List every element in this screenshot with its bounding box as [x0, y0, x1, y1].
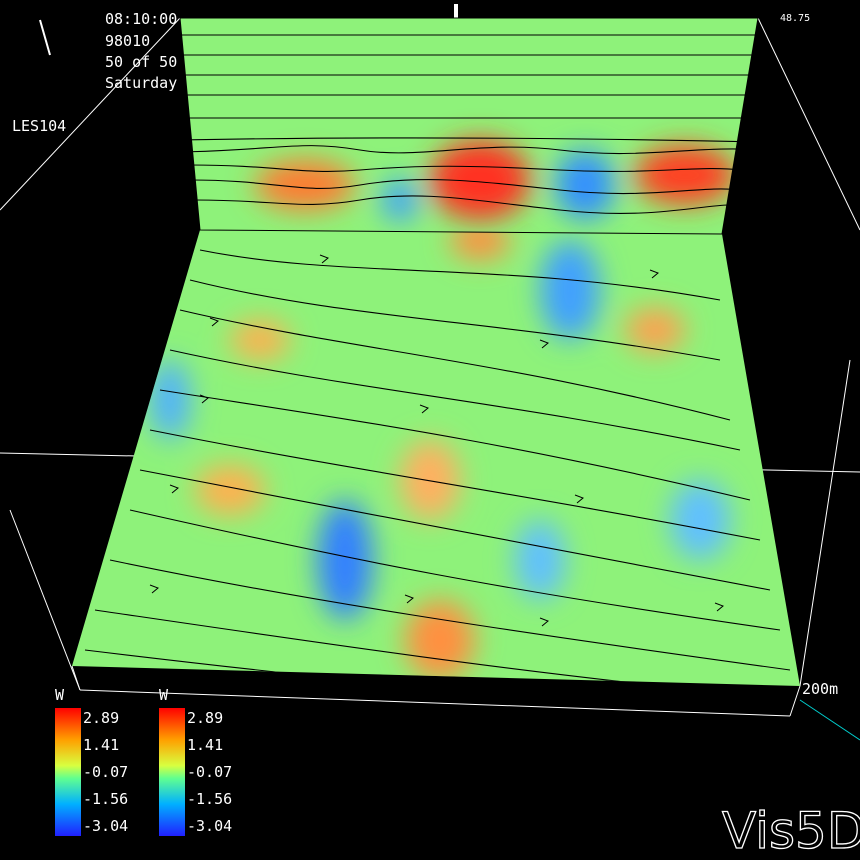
colorbar-tick-label: 2.89	[187, 709, 223, 727]
colorbar-tick-label: -3.04	[187, 817, 232, 835]
colorbar-tick-label: 2.89	[83, 709, 119, 727]
colorbar-tick-label: -1.56	[187, 790, 232, 808]
colorbar-tick-label: 1.41	[83, 736, 119, 754]
colorbar-tick-label: -0.07	[187, 763, 232, 781]
date-label: 98010	[105, 32, 150, 50]
colorbar-tick-label: -3.04	[83, 817, 128, 835]
vertical-slice	[180, 18, 758, 234]
colorbar-tick-label: -0.07	[83, 763, 128, 781]
colorbar-tick-label: 1.41	[187, 736, 223, 754]
dataset-label: LES104	[12, 117, 66, 135]
logo: Vis5D	[722, 802, 860, 860]
time-label: 08:10:00	[105, 10, 177, 28]
colorbars: W 2.89 1.41 -0.07 -1.56 -3.04 W 2.89 1.41 -0.07 -1…	[55, 686, 232, 836]
corner-value: 48.75	[780, 13, 810, 24]
horizontal-slice	[72, 230, 800, 686]
colorbar-tick-label: -1.56	[83, 790, 128, 808]
colorbar-label: W	[55, 686, 65, 704]
colorbar-label: W	[159, 686, 169, 704]
slice-outline	[179, 17, 759, 235]
weekday-label: Saturday	[105, 74, 177, 92]
colorbar	[55, 708, 81, 836]
scale-label: 200m	[802, 680, 838, 698]
step-label: 50 of 50	[105, 53, 177, 71]
colorbar	[159, 708, 185, 836]
